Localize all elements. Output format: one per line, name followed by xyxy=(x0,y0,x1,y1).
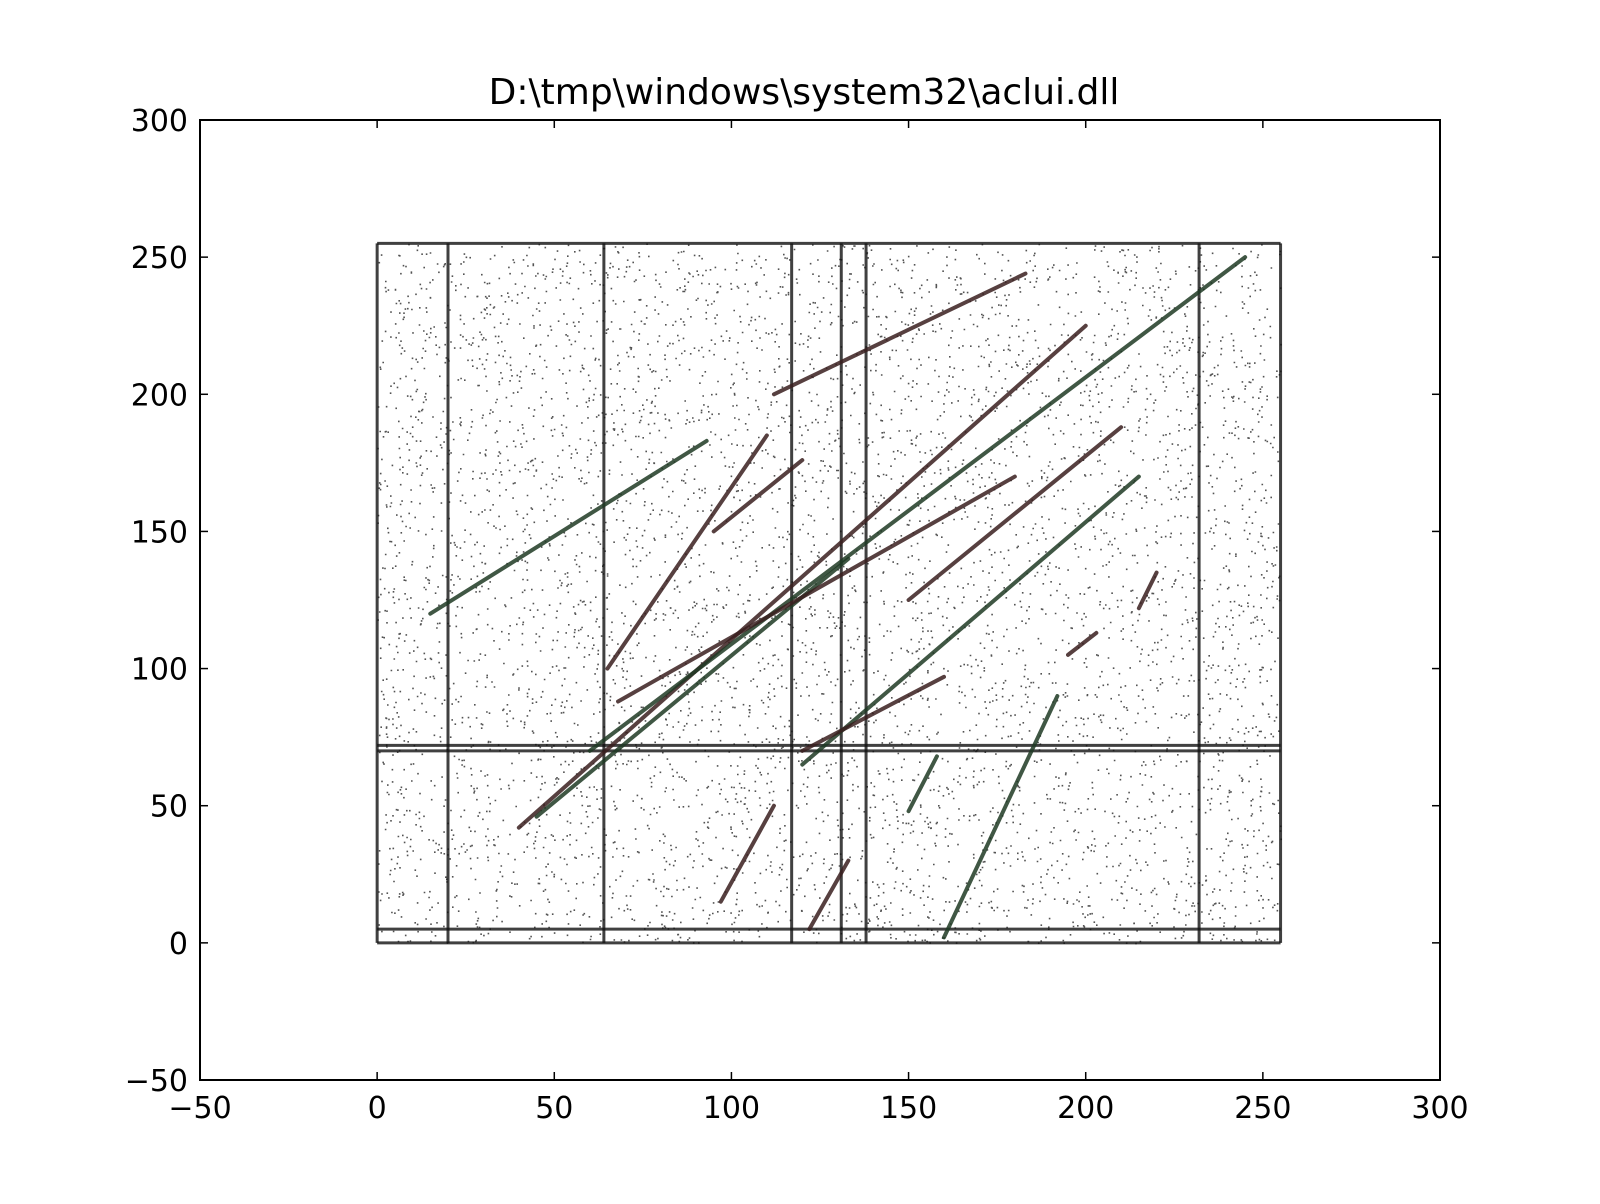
x-tick-label: −50 xyxy=(168,1091,231,1126)
trace-segment xyxy=(605,433,769,671)
x-tick-label: 150 xyxy=(880,1091,937,1126)
y-tick-label: 250 xyxy=(131,241,188,276)
chart-title: D:\tmp\windows\system32\aclui.dll xyxy=(489,72,1120,113)
x-tick-label: 300 xyxy=(1411,1091,1468,1126)
x-tick-label: 50 xyxy=(535,1091,573,1126)
x-tick-label: 200 xyxy=(1057,1091,1114,1126)
y-tick-label: 200 xyxy=(131,378,188,413)
trace-segment xyxy=(906,754,939,814)
y-tick-label: 150 xyxy=(131,515,188,550)
trace-segment xyxy=(906,425,1124,602)
trace-segment xyxy=(807,858,851,932)
y-axis-ticks: −50 0 50 100 150 200 250 300 xyxy=(125,104,1440,1099)
trace-segment xyxy=(718,803,776,904)
x-tick-label: 100 xyxy=(703,1091,760,1126)
trace-segment xyxy=(942,694,1060,940)
plot-frame xyxy=(199,119,1441,1081)
trace-segment xyxy=(711,458,805,534)
y-tick-label: 50 xyxy=(150,790,188,825)
trace-segment xyxy=(428,438,709,616)
x-tick-label: 0 xyxy=(368,1091,387,1126)
trace-segment xyxy=(1066,630,1099,657)
point-cloud xyxy=(377,243,1282,945)
y-tick-label: 100 xyxy=(131,653,188,688)
trace-segment xyxy=(516,323,1088,830)
y-tick-label: 300 xyxy=(131,104,188,139)
x-axis-ticks: −50 0 50 100 150 200 250 300 xyxy=(168,120,1469,1126)
trace-segment xyxy=(800,474,1141,767)
trace-segment xyxy=(771,271,1028,397)
trace-lines xyxy=(428,255,1248,940)
trace-segment xyxy=(800,674,946,753)
x-tick-label: 250 xyxy=(1234,1091,1291,1126)
trace-segment xyxy=(587,255,1248,753)
trace-segment xyxy=(1136,570,1159,611)
y-tick-label: 0 xyxy=(169,927,188,962)
trace-segment xyxy=(616,474,1017,704)
y-tick-label: −50 xyxy=(125,1064,188,1099)
